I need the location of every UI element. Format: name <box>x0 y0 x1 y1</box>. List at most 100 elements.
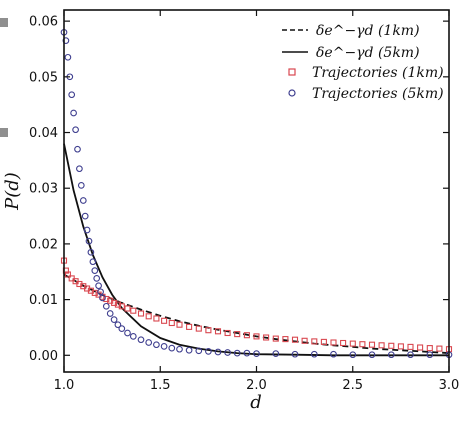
edge-marker-top <box>0 18 8 27</box>
x-tick-label: 2.0 <box>246 378 267 393</box>
data-point-circle <box>85 237 93 245</box>
data-point-circle <box>79 197 87 204</box>
legend-label-trajectories-5km: Trajectories (5km) <box>312 86 444 102</box>
data-point-square <box>111 299 118 306</box>
data-point-circle <box>93 275 101 282</box>
data-point-square <box>205 327 212 334</box>
data-point-circle <box>205 348 212 355</box>
data-point-square <box>291 336 299 343</box>
data-point-square <box>114 301 121 308</box>
data-point-circle <box>160 343 168 350</box>
data-point-circle <box>110 316 118 323</box>
data-point-circle <box>124 329 131 337</box>
data-point-circle <box>106 310 114 317</box>
data-point-square <box>397 343 404 350</box>
y-tick-label: 0.06 <box>29 15 58 30</box>
data-point-circle <box>70 109 77 117</box>
data-point-square <box>176 321 183 328</box>
data-point-circle <box>224 349 231 356</box>
data-point-circle <box>64 53 72 61</box>
data-point-square <box>311 338 318 345</box>
y-tick-label: 0.00 <box>29 349 58 364</box>
x-tick-label: 3.0 <box>439 378 460 393</box>
data-point-circle <box>137 336 145 344</box>
data-point-square <box>186 323 193 330</box>
data-point-square <box>378 342 385 349</box>
data-point-square <box>426 345 433 352</box>
series-line-fit-1km <box>63 273 450 354</box>
y-tick-label: 0.05 <box>29 70 58 85</box>
data-point-circle <box>91 267 99 274</box>
data-point-circle <box>368 351 376 359</box>
plot-marks <box>60 28 453 359</box>
y-tick-label: 0.04 <box>29 126 58 141</box>
data-point-circle <box>62 37 70 44</box>
data-point-square <box>272 335 279 342</box>
data-point-square <box>168 319 175 327</box>
data-point-circle <box>114 321 122 329</box>
y-tick-label: 0.03 <box>29 182 58 197</box>
data-point-square <box>407 343 414 350</box>
data-point-square <box>340 339 347 347</box>
data-point-circle <box>407 351 414 359</box>
y-tick-label: 0.02 <box>29 237 58 252</box>
legend-label-fit-1km: δe^−γd (1km) <box>316 23 420 39</box>
data-point-square <box>359 341 366 348</box>
data-point-circle <box>97 288 104 296</box>
data-point-circle <box>214 348 222 356</box>
y-axis-title: P(d) <box>2 172 23 211</box>
data-point-circle <box>168 344 176 352</box>
data-point-square <box>349 340 356 347</box>
data-point-circle <box>83 226 91 234</box>
x-tick-label: 1.0 <box>54 378 75 393</box>
data-point-circle <box>99 294 106 302</box>
data-point-square <box>124 305 131 312</box>
series-trajectories-1km <box>60 257 453 353</box>
data-point-circle <box>185 346 193 354</box>
data-point-circle <box>310 350 318 358</box>
data-point-square <box>234 331 241 338</box>
data-point-square <box>91 289 98 296</box>
legend-label-fit-5km: δe^−γd (5km) <box>316 45 420 61</box>
data-point-circle <box>387 351 395 359</box>
data-point-square <box>263 334 270 341</box>
data-point-square <box>137 310 145 317</box>
data-point-square <box>253 333 260 340</box>
data-point-circle <box>95 282 102 290</box>
data-point-circle <box>253 350 260 357</box>
data-point-circle <box>81 212 89 220</box>
data-point-circle <box>176 345 183 353</box>
x-axis-title: d <box>250 392 262 413</box>
data-point-square <box>103 295 110 303</box>
data-point-circle <box>330 350 337 358</box>
data-point-circle <box>233 349 241 357</box>
data-point-square <box>330 339 337 346</box>
data-point-square <box>161 317 168 324</box>
data-point-square <box>224 329 231 337</box>
x-tick-label: 1.5 <box>150 378 171 393</box>
data-point-circle <box>153 341 160 349</box>
data-point-square <box>214 328 222 335</box>
legend: δe^−γd (1km) δe^−γd (5km) Trajectories (… <box>282 23 444 102</box>
data-point-square <box>243 332 250 339</box>
data-point-square <box>388 342 395 349</box>
data-point-circle <box>72 126 79 134</box>
data-point-circle <box>426 351 434 359</box>
data-point-square <box>64 271 71 278</box>
data-point-circle <box>68 91 76 99</box>
data-point-square <box>417 344 424 351</box>
data-point-circle <box>118 325 126 332</box>
data-point-circle <box>77 182 85 189</box>
data-point-circle <box>87 248 95 256</box>
data-point-circle <box>145 339 153 346</box>
data-point-square <box>118 303 125 310</box>
data-point-square <box>368 341 376 348</box>
data-point-square <box>153 315 160 322</box>
data-point-circle <box>195 347 203 355</box>
legend-label-trajectories-1km: Trajectories (1km) <box>312 65 444 81</box>
data-point-circle <box>74 145 81 153</box>
data-point-circle <box>129 333 137 340</box>
legend-swatch-circle-marker <box>288 89 296 97</box>
edge-marker-middle <box>0 128 8 137</box>
